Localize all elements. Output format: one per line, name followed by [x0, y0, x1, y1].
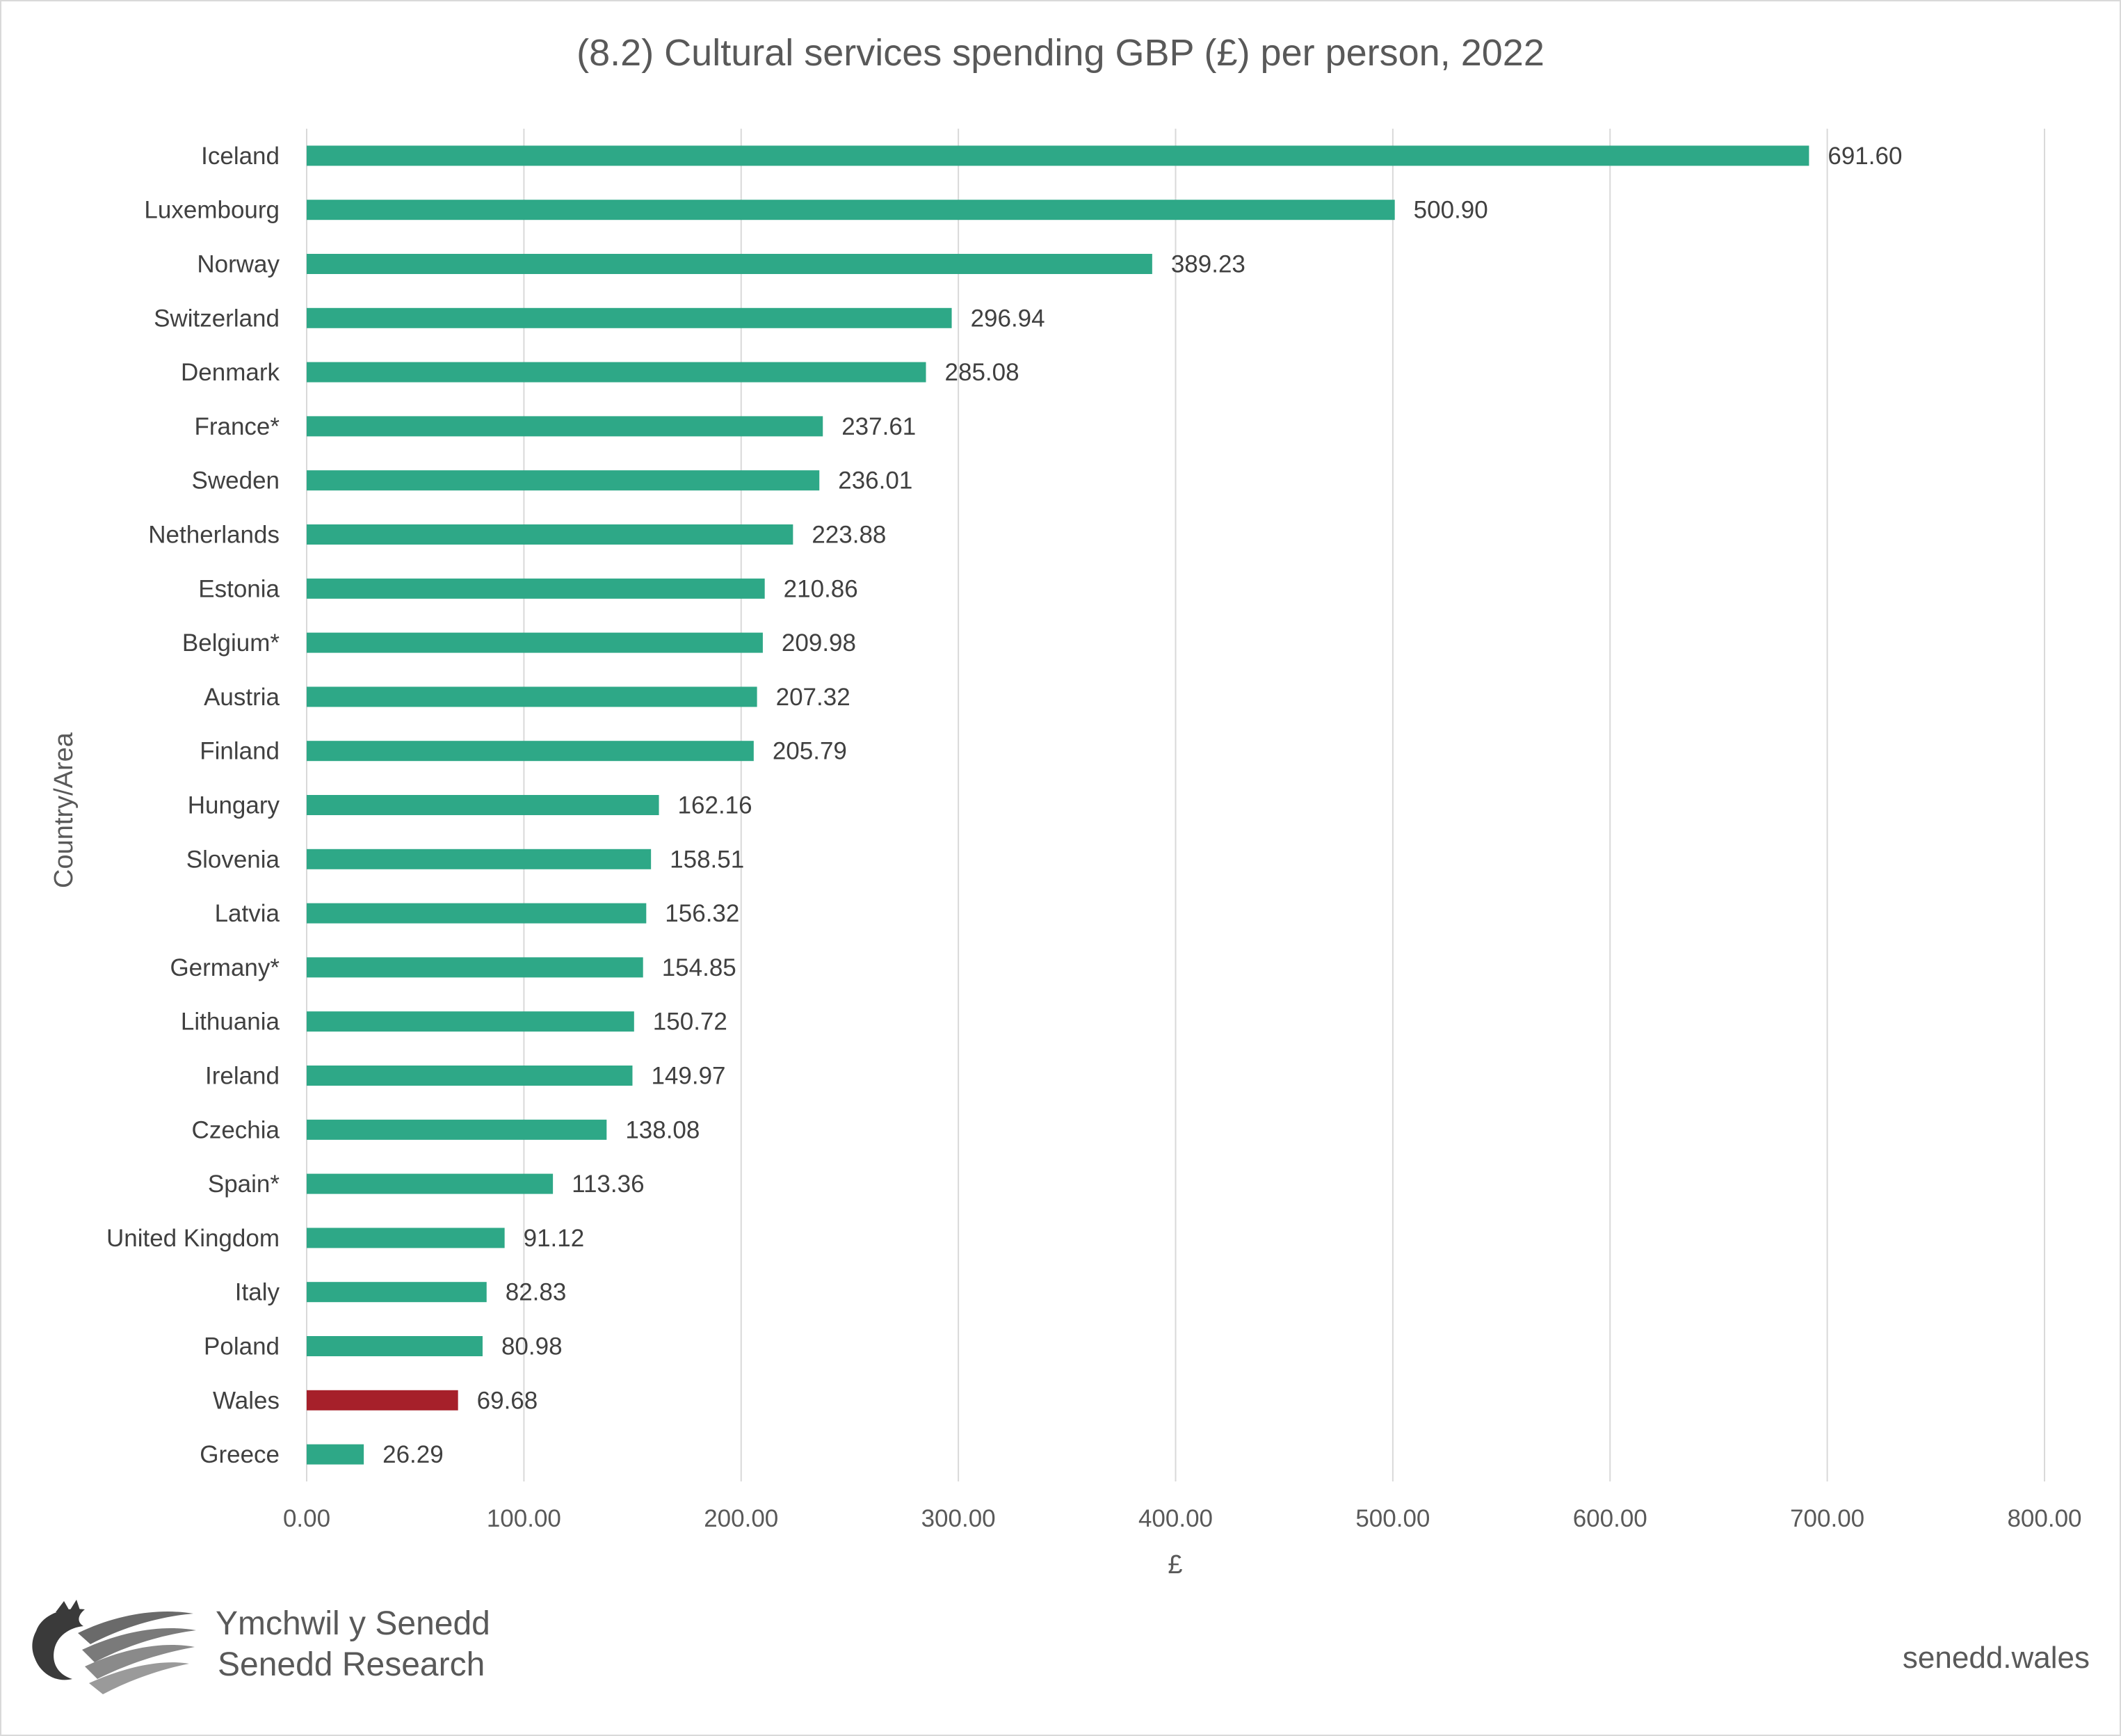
data-label: 113.36: [572, 1171, 644, 1198]
category-labels: Iceland Luxembourg Norway Switzerland Denmar…: [106, 143, 280, 1468]
bar: [307, 686, 757, 707]
data-label: 236.01: [838, 467, 912, 495]
bar: [307, 145, 1809, 166]
data-label: 389.23: [1171, 251, 1245, 278]
bar: [307, 1066, 633, 1086]
value-labels: 691.60 500.90 389.23 296.94 285.08 237.61 236.…: [382, 143, 1902, 1468]
x-tick-label: 300.00: [921, 1505, 996, 1532]
category-label: Austria: [204, 684, 280, 711]
data-label: 26.29: [382, 1441, 444, 1468]
bar: [307, 957, 643, 978]
data-label: 285.08: [945, 359, 1019, 386]
data-label: 205.79: [773, 738, 847, 765]
x-tick-label: 100.00: [487, 1505, 561, 1532]
category-label: Switzerland: [154, 305, 280, 332]
bar: [307, 200, 1395, 220]
x-tick-label: 800.00: [2007, 1505, 2081, 1532]
category-label: Sweden: [192, 467, 280, 495]
category-label: France*: [194, 413, 280, 440]
bar: [307, 1336, 483, 1356]
category-label: Slovenia: [186, 846, 280, 873]
chart-title: (8.2) Cultural services spending GBP (£)…: [576, 32, 1545, 74]
senedd-dragon-logo-icon: [32, 1600, 196, 1694]
category-label: Germany*: [170, 954, 280, 981]
category-label: Estonia: [198, 575, 280, 602]
brand-name-welsh: Ymchwil y Senedd: [216, 1605, 490, 1642]
category-label: Norway: [197, 251, 280, 278]
bar: [307, 1228, 505, 1248]
data-label: 209.98: [782, 629, 856, 657]
data-label: 82.83: [506, 1279, 567, 1306]
data-label: 691.60: [1828, 143, 1902, 170]
x-tick-labels: 0.00 100.00 200.00 300.00 400.00 500.00 600.00…: [283, 1505, 2082, 1532]
bar: [307, 470, 820, 491]
bar: [307, 1011, 634, 1032]
category-label: Spain*: [208, 1171, 280, 1198]
data-label: 149.97: [651, 1063, 725, 1090]
data-label: 80.98: [501, 1333, 563, 1360]
bar: [307, 1173, 554, 1194]
category-label: Belgium*: [182, 629, 280, 657]
category-label: Czechia: [192, 1116, 280, 1143]
category-label: Luxembourg: [144, 197, 280, 224]
category-label: Wales: [213, 1387, 280, 1414]
category-label: Greece: [200, 1441, 280, 1468]
x-axis-title: £: [1168, 1550, 1182, 1580]
x-tick-label: 600.00: [1573, 1505, 1647, 1532]
data-label: 150.72: [653, 1008, 727, 1036]
category-label: Lithuania: [181, 1008, 280, 1036]
brand-name-english: Senedd Research: [218, 1646, 485, 1683]
category-label: Ireland: [205, 1063, 280, 1090]
data-label: 69.68: [477, 1387, 538, 1414]
category-label: Italy: [235, 1279, 280, 1306]
x-tick-label: 700.00: [1790, 1505, 1864, 1532]
x-tick-label: 400.00: [1138, 1505, 1213, 1532]
x-tick-label: 500.00: [1355, 1505, 1430, 1532]
bar: [307, 903, 647, 924]
data-label: 237.61: [841, 413, 916, 440]
bar: [307, 362, 926, 383]
bar: [307, 1119, 607, 1140]
category-label: Hungary: [188, 792, 280, 819]
bar: [307, 1282, 487, 1303]
data-label: 500.90: [1414, 197, 1488, 224]
data-label: 158.51: [670, 846, 744, 873]
category-label: United Kingdom: [106, 1225, 280, 1252]
category-label: Latvia: [215, 900, 280, 927]
gridlines: [306, 129, 2045, 1481]
bar: [307, 795, 659, 815]
bar: [307, 254, 1152, 274]
category-label: Iceland: [201, 143, 280, 170]
data-label: 91.12: [524, 1225, 585, 1252]
bar: [307, 416, 823, 437]
bar: [307, 632, 763, 653]
y-axis-title: Country/Area: [49, 732, 79, 888]
x-tick-label: 0.00: [283, 1505, 330, 1532]
data-label: 156.32: [665, 900, 739, 927]
bar: [307, 849, 652, 869]
data-label: 154.85: [662, 954, 736, 981]
bar: [307, 1444, 364, 1465]
bar: [307, 578, 765, 599]
category-label: Finland: [200, 738, 280, 765]
data-label: 223.88: [812, 522, 886, 549]
x-tick-label: 200.00: [704, 1505, 778, 1532]
bars: [307, 145, 1809, 1465]
data-label: 138.08: [625, 1116, 700, 1143]
data-label: 296.94: [971, 305, 1045, 332]
bar: [307, 1390, 458, 1410]
category-label: Poland: [204, 1333, 280, 1360]
bar: [307, 741, 754, 762]
bar: [307, 524, 793, 545]
bar: [307, 307, 952, 328]
data-label: 162.16: [678, 792, 752, 819]
website-link[interactable]: senedd.wales: [1903, 1641, 2090, 1675]
data-label: 210.86: [784, 575, 858, 602]
data-label: 207.32: [776, 684, 850, 711]
category-label: Netherlands: [148, 522, 280, 549]
category-label: Denmark: [181, 359, 280, 386]
